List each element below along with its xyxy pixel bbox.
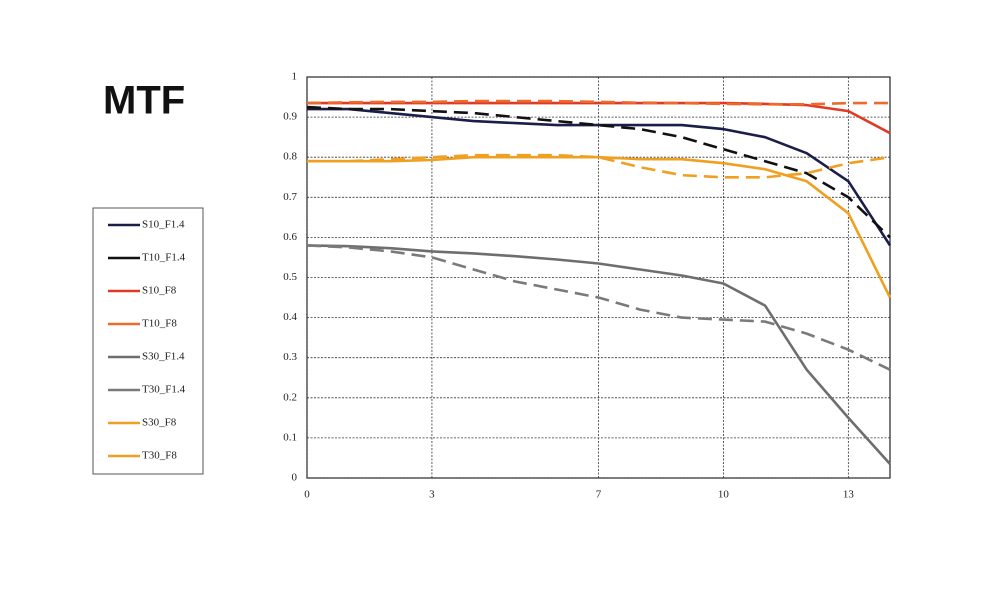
y-tick-label: 0.7	[283, 191, 297, 203]
y-tick-label: 0.4	[283, 311, 297, 323]
legend-label: S10_F8	[142, 285, 177, 297]
series-line	[306, 99, 890, 106]
y-tick-label: 0.1	[283, 431, 297, 443]
y-tick-label: 0.2	[283, 391, 297, 403]
legend-label: T10_F1.4	[142, 252, 186, 264]
legend-label: S10_F1.4	[142, 219, 185, 231]
series-line	[306, 244, 891, 371]
x-tick-label: 0	[304, 489, 310, 501]
chart-title: MTF	[103, 79, 185, 123]
x-tick-label: 3	[429, 489, 435, 501]
series-line	[306, 105, 891, 239]
y-tick-label: 0.9	[283, 111, 297, 123]
legend-label: S30_F8	[142, 417, 177, 429]
series-line	[307, 153, 891, 179]
y-tick-label: 1	[292, 71, 298, 83]
legend-label: S30_F1.4	[142, 351, 185, 363]
series-line	[307, 107, 892, 247]
y-tick-label: 0	[292, 472, 298, 484]
y-tick-label: 0.3	[283, 351, 297, 363]
legend-label: T30_F8	[142, 450, 177, 462]
y-tick-label: 0.5	[283, 271, 297, 283]
series-line	[306, 244, 891, 465]
series-line	[307, 155, 892, 299]
y-tick-label: 0.8	[283, 151, 297, 163]
x-tick-label: 7	[596, 489, 602, 501]
x-tick-label: 10	[718, 489, 730, 501]
legend-label: T30_F1.4	[142, 384, 186, 396]
y-tick-label: 0.6	[283, 231, 297, 243]
legend-box	[92, 207, 204, 475]
x-tick-label: 13	[843, 489, 855, 501]
legend-label: T10_F8	[142, 318, 177, 330]
